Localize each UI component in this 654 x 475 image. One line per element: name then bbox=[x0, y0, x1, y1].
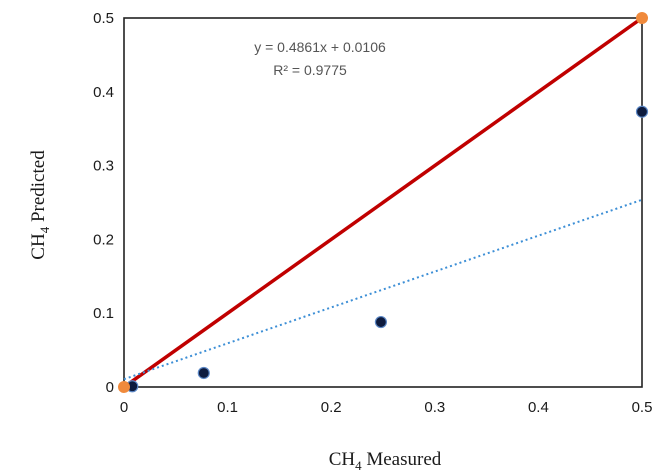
data-point bbox=[635, 105, 649, 118]
r-squared-label: R² = 0.9775 bbox=[273, 62, 347, 78]
y-axis-title: CH4 Predicted bbox=[28, 150, 52, 260]
y-tick-label: 0.1 bbox=[93, 305, 114, 322]
reference-point bbox=[118, 381, 130, 393]
y-tick-label: 0.2 bbox=[93, 231, 114, 248]
y-tick-labels: 0 0.1 0.2 0.3 0.4 0.5 bbox=[93, 10, 114, 396]
x-tick-label: 0.2 bbox=[321, 399, 342, 416]
x-tick-label: 0.1 bbox=[217, 399, 238, 416]
trendline bbox=[123, 198, 643, 381]
y-tick-label: 0 bbox=[106, 379, 114, 396]
x-tick-labels: 0 0.1 0.2 0.3 0.4 0.5 bbox=[120, 399, 653, 416]
y-tick-label: 0.5 bbox=[93, 10, 114, 27]
plot-area-frame bbox=[123, 17, 643, 388]
one-to-one-line bbox=[122, 16, 644, 389]
data-points bbox=[118, 12, 649, 393]
y-tick-label: 0.4 bbox=[93, 84, 114, 101]
x-tick-label: 0.5 bbox=[632, 399, 653, 416]
y-tick-label: 0.3 bbox=[93, 158, 114, 175]
reference-point bbox=[636, 12, 648, 24]
x-tick-label: 0 bbox=[120, 399, 128, 416]
x-axis-title: CH4 Measured bbox=[329, 449, 442, 473]
data-point bbox=[374, 315, 388, 329]
data-point bbox=[197, 366, 210, 380]
trendline-equation: y = 0.4861x + 0.0106 bbox=[254, 39, 386, 55]
x-tick-label: 0.3 bbox=[424, 399, 445, 416]
x-tick-label: 0.4 bbox=[528, 399, 549, 416]
reference-lines bbox=[122, 16, 644, 389]
